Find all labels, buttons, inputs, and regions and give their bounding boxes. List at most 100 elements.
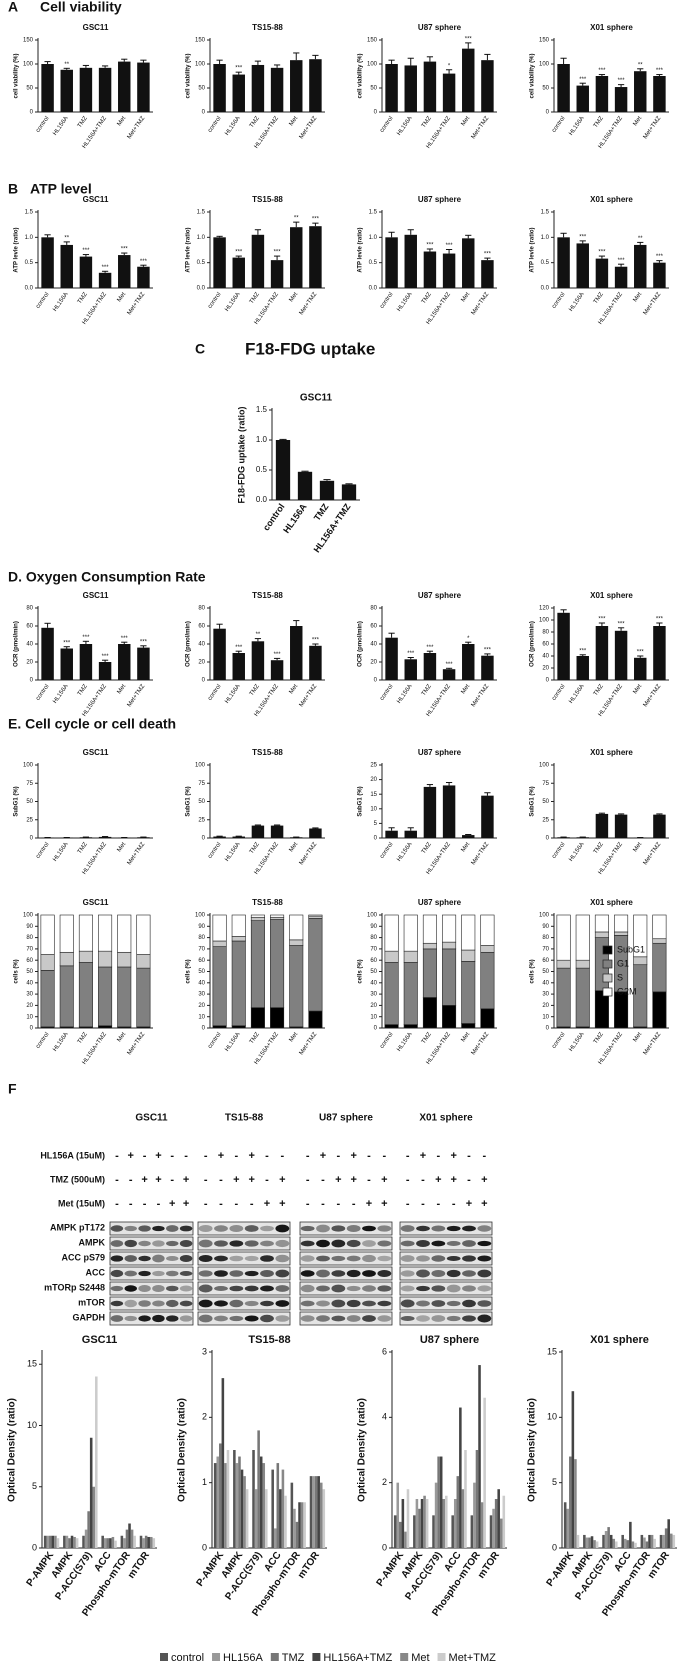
blot-band xyxy=(198,1299,213,1308)
y-axis-label: ATP levle (ratio) xyxy=(530,227,536,272)
panel-title: E. Cell cycle or cell death xyxy=(8,716,176,732)
blot-band xyxy=(331,1299,346,1308)
x-tick-label: TMZ xyxy=(421,841,433,855)
panel-title: D. Oxygen Consumption Rate xyxy=(8,569,206,585)
bar xyxy=(252,1450,255,1548)
bar-segment xyxy=(480,914,495,946)
bar xyxy=(341,484,357,500)
bar xyxy=(629,1521,632,1548)
y-tick-label: 2 xyxy=(382,1477,387,1487)
chart-title: X01 sphere xyxy=(590,591,633,600)
x-tick-label: Met xyxy=(289,1031,300,1043)
bar-segment xyxy=(289,945,304,1028)
blot-row-label: AMPK xyxy=(79,1237,106,1247)
treatment-sign: - xyxy=(250,1198,254,1210)
treatment-sign: - xyxy=(115,1198,119,1210)
bar-segment xyxy=(614,931,629,936)
bar xyxy=(297,471,313,500)
bar-segment xyxy=(98,1025,113,1029)
bar xyxy=(470,1515,474,1548)
blot-band xyxy=(179,1270,193,1277)
x-tick-label: mTOR xyxy=(126,1549,153,1580)
y-tick-label: 50 xyxy=(198,86,205,92)
y-tick-label: 25 xyxy=(26,817,33,823)
bar xyxy=(439,1456,443,1548)
x-tick-label: HL156A xyxy=(396,684,413,705)
bar xyxy=(563,1502,567,1548)
y-tick-label: 150 xyxy=(539,38,550,44)
chart-title: GSC11 xyxy=(83,748,109,757)
treatment-sign: - xyxy=(482,1150,486,1162)
y-axis-label: SubG1 (%) xyxy=(186,786,192,816)
x-tick-label: Met xyxy=(633,291,644,303)
bar-segment xyxy=(289,914,304,941)
bar xyxy=(103,1538,107,1548)
blot-band xyxy=(198,1239,213,1248)
blot-band xyxy=(377,1315,392,1322)
blot-band xyxy=(377,1225,392,1232)
treatment-sign: - xyxy=(336,1198,340,1210)
bar xyxy=(453,1499,457,1548)
bar-segment xyxy=(59,951,74,967)
y-tick-label: 150 xyxy=(23,38,34,44)
bar xyxy=(63,1535,66,1548)
bar xyxy=(137,837,150,838)
bar xyxy=(275,440,291,500)
bar xyxy=(595,258,609,288)
blot-band xyxy=(152,1254,165,1263)
blot-band xyxy=(198,1284,213,1293)
y-tick-label: 0 xyxy=(382,1542,387,1552)
bar-segment xyxy=(78,962,93,1028)
y-tick-label: 20 xyxy=(198,660,205,666)
bar xyxy=(68,1538,71,1548)
chart-title: X01 sphere xyxy=(590,195,633,204)
y-tick-label: 60 xyxy=(370,958,377,964)
x-tick-label: HL156A xyxy=(396,842,413,863)
bar xyxy=(276,1463,280,1548)
bar xyxy=(41,627,54,680)
treatment-sign: + xyxy=(169,1198,175,1210)
bar xyxy=(216,1456,220,1548)
bar xyxy=(576,85,589,112)
y-tick-label: 100 xyxy=(23,913,34,919)
significance: *** xyxy=(63,640,71,646)
treatment-sign: + xyxy=(435,1174,441,1186)
bar xyxy=(664,1528,668,1548)
y-tick-label: 80 xyxy=(542,935,549,941)
y-tick-label: 0.0 xyxy=(541,286,550,292)
chart-title: GSC11 xyxy=(83,591,109,600)
bar-segment xyxy=(384,914,399,952)
significance: *** xyxy=(102,654,110,660)
y-tick-label: 30 xyxy=(370,992,377,998)
bar xyxy=(499,1518,503,1548)
x-tick-label: Met+TMZ xyxy=(643,115,663,140)
bar xyxy=(643,1537,646,1548)
y-tick-label: 1.5 xyxy=(369,210,378,216)
bar-segment xyxy=(480,945,495,953)
x-tick-label: control xyxy=(379,1032,394,1050)
significance: *** xyxy=(274,250,282,256)
blot-band xyxy=(446,1240,461,1247)
significance: *** xyxy=(465,36,473,42)
x-tick-label: control xyxy=(35,842,50,860)
bar xyxy=(432,1515,435,1548)
bar-segment xyxy=(117,966,132,1028)
y-tick-label: 50 xyxy=(26,799,33,805)
bar xyxy=(240,1469,244,1548)
bar-segment xyxy=(403,914,418,952)
blot-band xyxy=(260,1285,274,1292)
treatment-sign: - xyxy=(436,1198,440,1210)
legend-swatch xyxy=(312,1653,321,1661)
bar xyxy=(290,837,303,838)
treatment-sign: - xyxy=(143,1198,147,1210)
blot-band xyxy=(138,1285,151,1292)
bar xyxy=(614,266,628,288)
y-tick-label: 50 xyxy=(542,969,549,975)
bar xyxy=(595,626,609,680)
treatment-sign: - xyxy=(382,1150,386,1162)
blot-strip xyxy=(299,1296,393,1311)
blot-band xyxy=(214,1225,228,1232)
blot-band xyxy=(110,1315,124,1322)
bar xyxy=(128,1523,131,1548)
x-tick-label: P-AMPK xyxy=(375,1549,407,1588)
